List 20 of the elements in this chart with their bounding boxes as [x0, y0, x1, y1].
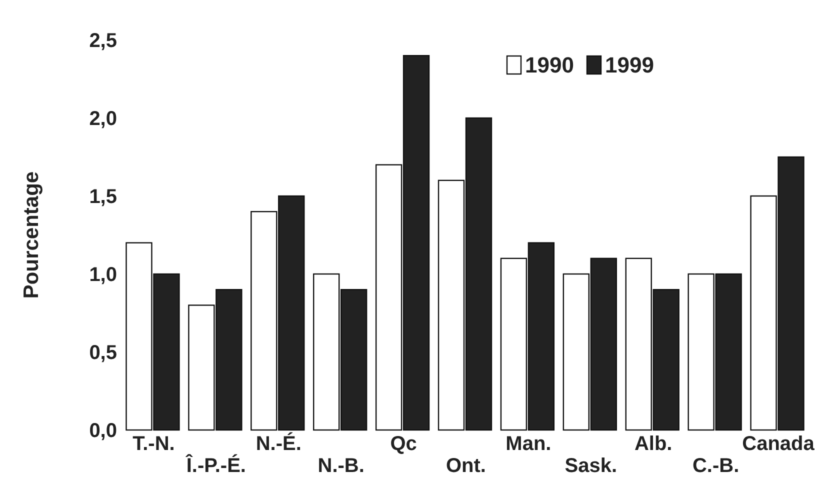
y-tick-label: 1,5 — [89, 186, 117, 208]
y-tick-label: 1,0 — [89, 264, 117, 286]
legend-label: 1999 — [605, 52, 654, 78]
y-tick-label: 2,0 — [89, 108, 117, 130]
y-tick-label: 0,5 — [89, 342, 117, 364]
x-tick-label: Alb. — [634, 433, 672, 455]
y-tick-label: 0,0 — [89, 420, 117, 442]
x-tick-label: Canada — [742, 433, 816, 455]
x-tick-label: Qc — [390, 433, 417, 455]
x-tick-label: Î.-P.-É. — [185, 454, 246, 477]
y-tick-label: 2,5 — [89, 30, 117, 52]
x-tick-label: Sask. — [564, 455, 618, 477]
x-tick-label: T.-N. — [132, 433, 175, 455]
x-tick-label: N.-B. — [318, 455, 364, 477]
x-tick-label: Ont. — [446, 455, 486, 477]
legend-label: 1990 — [525, 52, 574, 78]
x-tick-label: N.-É. — [256, 432, 302, 455]
x-tick-label: C.-B. — [692, 455, 740, 477]
x-tick-label: Man. — [506, 433, 552, 455]
y-axis-title: Pourcentage — [20, 171, 43, 299]
